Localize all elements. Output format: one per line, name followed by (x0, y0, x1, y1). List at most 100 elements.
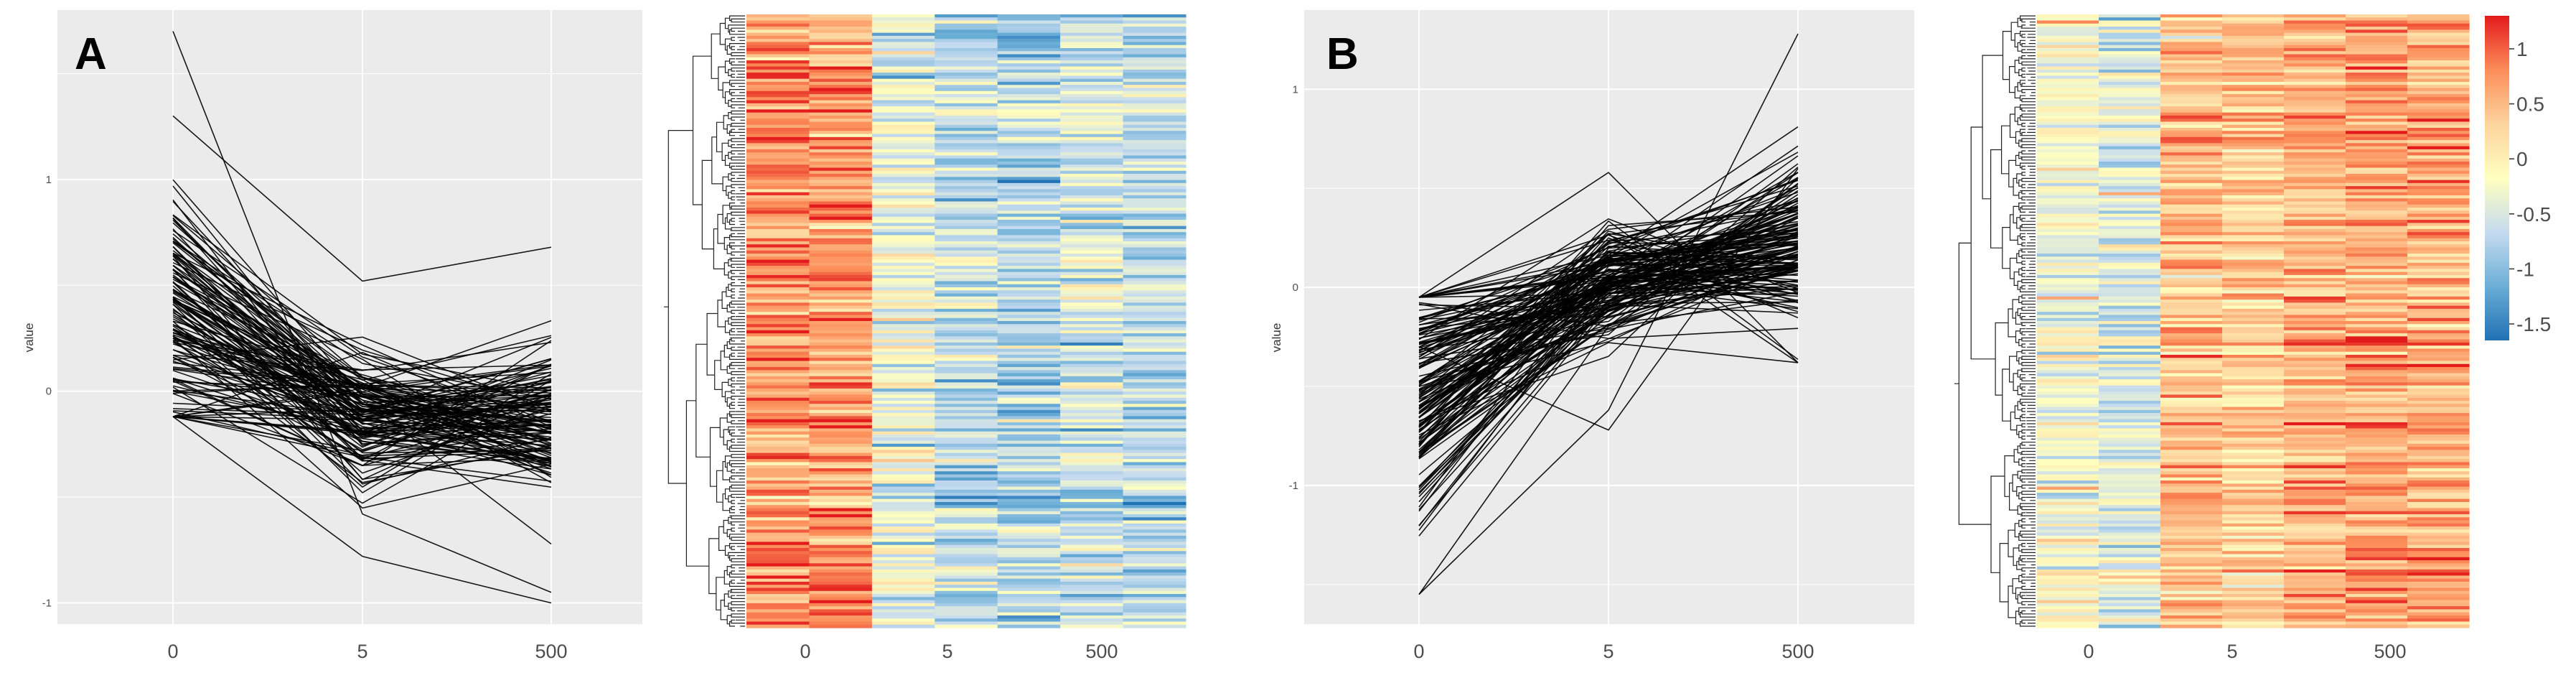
heatmap-cell (2407, 597, 2470, 601)
heatmap-cell (2284, 486, 2346, 491)
heatmap-cell (2284, 321, 2346, 325)
heatmap-cell (1123, 143, 1186, 147)
heatmap-cell (2160, 232, 2223, 236)
heatmap-cell (2284, 603, 2346, 607)
heatmap-cell (809, 452, 873, 457)
heatmap-cell (1123, 57, 1186, 61)
series-line (172, 303, 552, 494)
heatmap-cell (746, 256, 810, 261)
heatmap-cell (935, 333, 998, 337)
heatmap-cell (1123, 100, 1186, 104)
heatmap-cell (2346, 204, 2408, 208)
heatmap-cell (997, 578, 1061, 582)
heatmap-cell (2222, 57, 2285, 61)
heatmap-cell (809, 247, 873, 251)
heatmap-cell (2407, 361, 2470, 365)
heatmap-cell (2037, 228, 2099, 233)
heatmap-cell (746, 569, 810, 573)
heatmap-cell (997, 216, 1061, 220)
heatmap-cell (1123, 455, 1186, 460)
heatmap-cell (2346, 397, 2408, 401)
heatmap-cell (2222, 511, 2285, 515)
heatmap-cell (2160, 480, 2223, 484)
heatmap-cell (746, 192, 810, 196)
heatmap-cell (746, 563, 810, 567)
heatmap-cell (2160, 54, 2223, 58)
heatmap-cell (997, 603, 1061, 607)
heatmap-cell (871, 379, 935, 383)
heatmap-cell (746, 57, 810, 61)
heatmap-cell (2037, 244, 2099, 249)
heatmap-cell (2037, 235, 2099, 239)
heatmap-cell (2407, 413, 2470, 417)
heatmap-cell (2346, 437, 2408, 442)
heatmap-cell (871, 109, 935, 113)
heatmap-cell (871, 238, 935, 242)
heatmap-cell (1123, 228, 1186, 233)
heatmap-cell (2407, 474, 2470, 478)
heatmap-cell (1123, 88, 1186, 92)
heatmap-cell (935, 262, 998, 266)
heatmap-cell (746, 480, 810, 484)
heatmap-cell (2284, 164, 2346, 169)
heatmap-cell (1123, 161, 1186, 165)
heatmap-cell (997, 45, 1061, 49)
heatmap-cell (1123, 167, 1186, 172)
heatmap-cell (997, 299, 1061, 303)
heatmap-cell (2284, 241, 2346, 245)
heatmap-cell (2407, 146, 2470, 150)
heatmap-cell (2160, 606, 2223, 610)
heatmap-cell (2160, 228, 2223, 233)
heatmap-cell (2284, 39, 2346, 43)
heatmap-cell (2222, 455, 2285, 460)
heatmap-cell (2346, 266, 2408, 270)
heatmap-cell (2284, 373, 2346, 377)
heatmap-cell (2037, 336, 2099, 340)
heatmap-cell (2346, 213, 2408, 218)
heatmap-cell (997, 354, 1061, 358)
heatmap-cell (1060, 17, 1124, 22)
heatmap-cell (2222, 127, 2285, 131)
heatmap-cell (2222, 90, 2285, 95)
heatmap-cell (2284, 216, 2346, 220)
heatmap-cell (746, 517, 810, 521)
heatmap-cell (935, 547, 998, 552)
heatmap-cell (1060, 281, 1124, 285)
heatmap-cell (746, 465, 810, 469)
heatmap-cell (2284, 54, 2346, 58)
heatmap-cell (2160, 330, 2223, 334)
heatmap-cell (809, 376, 873, 380)
heatmap-cell (935, 97, 998, 101)
heatmap-cell (2346, 262, 2408, 266)
heatmap-cell (809, 544, 873, 549)
heatmap-cell (1060, 66, 1124, 70)
heatmap-cell (2037, 287, 2099, 291)
heatmap-cell (2284, 391, 2346, 396)
heatmap-cell (935, 526, 998, 530)
panel-b-heatmap-x-ticks: 0 5 500 (2083, 641, 2406, 662)
heatmap-cell (1060, 447, 1124, 450)
heatmap-cell (2284, 299, 2346, 303)
heatmap-cell (2160, 121, 2223, 126)
heatmap-cell (871, 121, 935, 126)
heatmap-cell (2407, 112, 2470, 116)
heatmap-cell (871, 17, 935, 22)
heatmap-cell (809, 271, 873, 276)
heatmap-cell (2284, 394, 2346, 399)
heatmap-cell (2407, 241, 2470, 245)
heatmap-cell (2346, 143, 2408, 147)
heatmap-cell (2346, 85, 2408, 89)
heatmap-cell (1060, 404, 1124, 408)
heatmap-cell (746, 254, 810, 257)
heatmap-cell (746, 90, 810, 95)
heatmap-cell (997, 496, 1061, 500)
heatmap-cell (2407, 250, 2470, 254)
heatmap-cell (2407, 624, 2470, 628)
heatmap-cell (809, 330, 873, 334)
heatmap-cell (2222, 416, 2285, 420)
heatmap-cell (2222, 210, 2285, 215)
heatmap-cell (935, 42, 998, 46)
heatmap-cell (2160, 32, 2223, 37)
heatmap-cell (1123, 409, 1186, 414)
heatmap-cell (2099, 437, 2161, 442)
